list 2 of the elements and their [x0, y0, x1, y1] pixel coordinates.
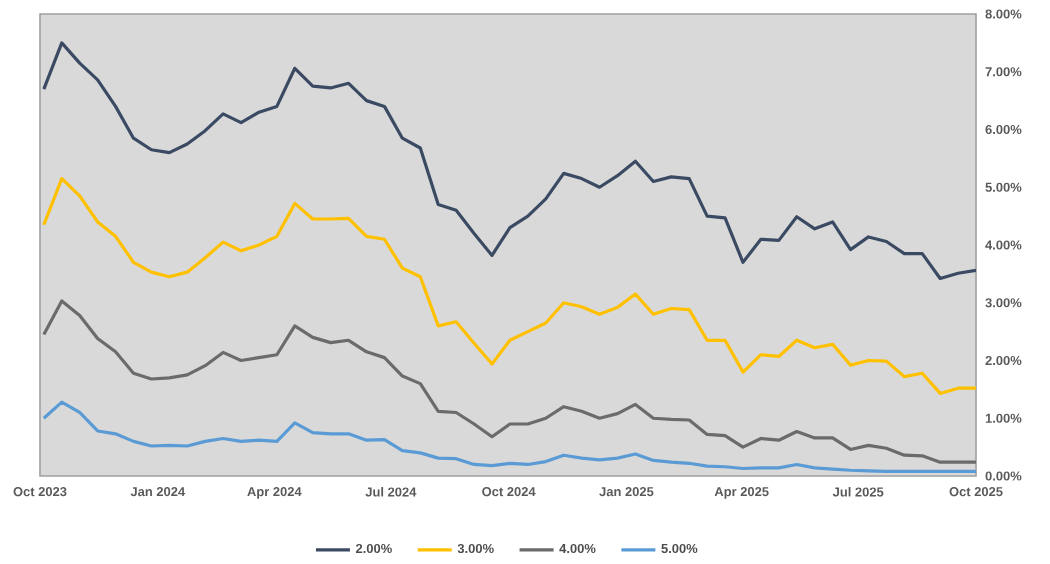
line-series [42, 176, 977, 396]
line-series [42, 41, 977, 281]
